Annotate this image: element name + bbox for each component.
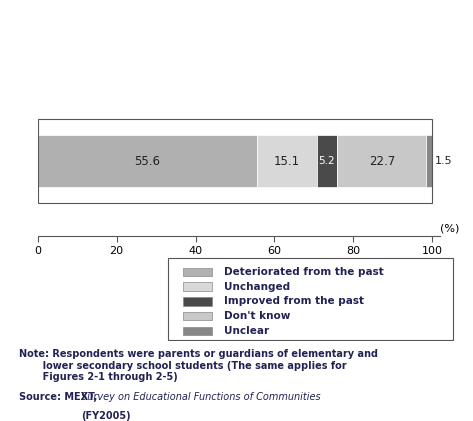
FancyBboxPatch shape [183, 297, 212, 306]
FancyBboxPatch shape [183, 268, 212, 276]
Text: 22.7: 22.7 [368, 155, 395, 168]
Bar [38, 135, 257, 187]
Text: Figure ◆ 2-1: Figure ◆ 2-1 [16, 32, 112, 46]
Text: Unclear: Unclear [224, 326, 269, 336]
Text: Source: MEXT,: Source: MEXT, [19, 392, 100, 402]
Text: Survey on Educational Functions of Communities: Survey on Educational Functions of Commu… [81, 392, 321, 402]
Text: (%): (%) [440, 224, 459, 234]
Text: (FY2005): (FY2005) [81, 411, 131, 421]
Text: 1.5: 1.5 [434, 156, 452, 166]
Bar [257, 135, 316, 187]
Text: Unchanged: Unchanged [224, 282, 290, 292]
Text: Note: Respondents were parents or guardians of elementary and
       lower secon: Note: Respondents were parents or guardi… [19, 349, 378, 382]
Text: 55.6: 55.6 [134, 155, 160, 168]
Text: 15.1: 15.1 [274, 155, 300, 168]
Text: Deteriorated from the past: Deteriorated from the past [224, 267, 384, 277]
FancyBboxPatch shape [183, 282, 212, 291]
Text: Don't know: Don't know [224, 311, 290, 321]
FancyBboxPatch shape [183, 327, 212, 335]
Text: 5.2: 5.2 [318, 156, 335, 166]
Text: Improved from the past: Improved from the past [224, 296, 364, 306]
Text: What do you think of the status of “educational functions of communities” in com: What do you think of the status of “educ… [145, 22, 473, 56]
Bar [337, 135, 427, 187]
Bar [316, 135, 337, 187]
FancyBboxPatch shape [183, 312, 212, 320]
FancyBboxPatch shape [168, 258, 453, 340]
Bar [427, 135, 432, 187]
